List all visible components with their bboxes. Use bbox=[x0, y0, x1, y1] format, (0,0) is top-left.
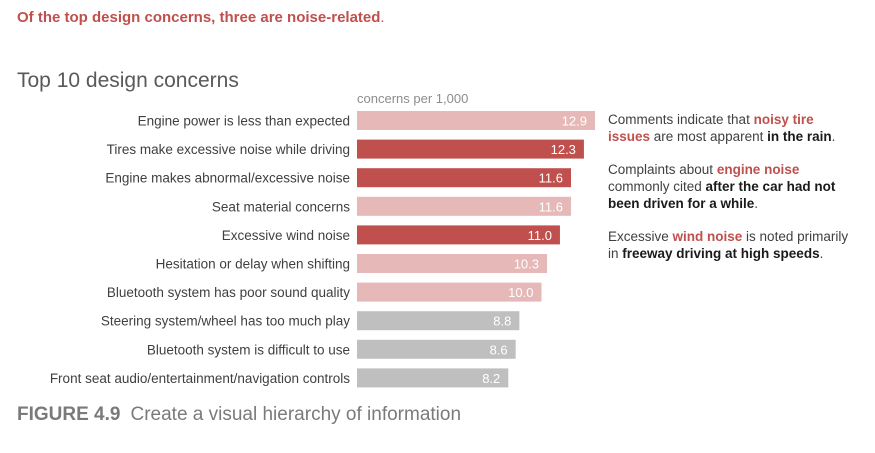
figure-caption-text: Create a visual hierarchy of information bbox=[130, 404, 462, 425]
value-label: 10.3 bbox=[514, 257, 539, 272]
value-label: 11.6 bbox=[539, 171, 563, 186]
annotation-segment: commonly cited bbox=[608, 179, 706, 194]
annotation-segment: wind noise bbox=[672, 229, 743, 244]
chart-title: Top 10 design concerns bbox=[17, 69, 239, 92]
value-label: 12.3 bbox=[551, 142, 576, 157]
category-label: Steering system/wheel has too much play bbox=[101, 314, 350, 329]
value-label: 8.8 bbox=[493, 314, 511, 329]
category-label: Front seat audio/entertainment/navigatio… bbox=[50, 371, 350, 386]
value-label: 12.9 bbox=[562, 114, 587, 129]
annotation-segment: noisy tire issues bbox=[608, 112, 814, 144]
figure-caption: FIGURE 4.9 Create a visual hierarchy of i… bbox=[17, 403, 461, 426]
bar bbox=[357, 196, 572, 216]
bar bbox=[357, 168, 572, 188]
annotations-panel: Comments indicate that noisy tire issues… bbox=[608, 111, 858, 278]
bar bbox=[357, 282, 542, 302]
category-label: Excessive wind noise bbox=[222, 228, 350, 243]
annotation-segment: engine noise bbox=[716, 162, 800, 177]
annotation-segment: after the car had not been driven for a … bbox=[608, 179, 836, 211]
value-label: 8.6 bbox=[490, 342, 508, 357]
headline-period: . bbox=[380, 9, 385, 26]
bar bbox=[357, 111, 595, 130]
bar bbox=[357, 339, 516, 359]
category-label: Engine power is less than expected bbox=[138, 114, 350, 129]
bar bbox=[357, 225, 560, 245]
figure-number: FIGURE 4.9 bbox=[17, 404, 121, 425]
annotation-segment: freeway driving at high speeds bbox=[622, 246, 820, 261]
headline-text: Of the top design concerns, three are no… bbox=[17, 9, 381, 26]
category-label: Engine makes abnormal/excessive noise bbox=[105, 171, 350, 186]
bar bbox=[357, 311, 520, 331]
annotation-segment: . bbox=[831, 129, 836, 144]
annotation-segment: Excessive bbox=[608, 229, 673, 244]
annotation-segment: in the rain bbox=[767, 129, 832, 144]
bar bbox=[357, 368, 509, 388]
value-label: 10.0 bbox=[508, 285, 533, 300]
bar bbox=[357, 139, 584, 159]
annotation-engine-noise: Complaints about engine noise commonly c… bbox=[608, 161, 858, 212]
category-label: Bluetooth system is difficult to use bbox=[147, 342, 350, 357]
headline: Of the top design concerns, three are no… bbox=[17, 9, 385, 26]
category-label: Seat material concerns bbox=[212, 199, 350, 214]
annotation-wind-noise: Excessive wind noise is noted primarily … bbox=[608, 228, 858, 262]
annotation-segment: Comments indicate that bbox=[608, 112, 754, 127]
category-label: Hesitation or delay when shifting bbox=[156, 257, 350, 272]
bar-chart: Engine power is less than expected 12.9 Ti… bbox=[50, 111, 595, 388]
annotation-segment: are most apparent bbox=[650, 129, 768, 144]
annotation-segment: Complaints about bbox=[608, 162, 717, 177]
value-label: 8.2 bbox=[482, 371, 500, 386]
category-label: Tires make excessive noise while driving bbox=[107, 142, 350, 157]
annotation-segment: is noted primarily in bbox=[608, 229, 849, 261]
annotation-tires: Comments indicate that noisy tire issues… bbox=[608, 111, 858, 145]
axis-label: concerns per 1,000 bbox=[357, 91, 469, 106]
value-label: 11.6 bbox=[539, 199, 563, 214]
bar bbox=[357, 254, 548, 273]
annotation-segment: . bbox=[819, 246, 824, 261]
value-label: 11.0 bbox=[528, 228, 552, 243]
annotation-segment: . bbox=[754, 196, 759, 211]
category-label: Bluetooth system has poor sound quality bbox=[107, 285, 350, 300]
